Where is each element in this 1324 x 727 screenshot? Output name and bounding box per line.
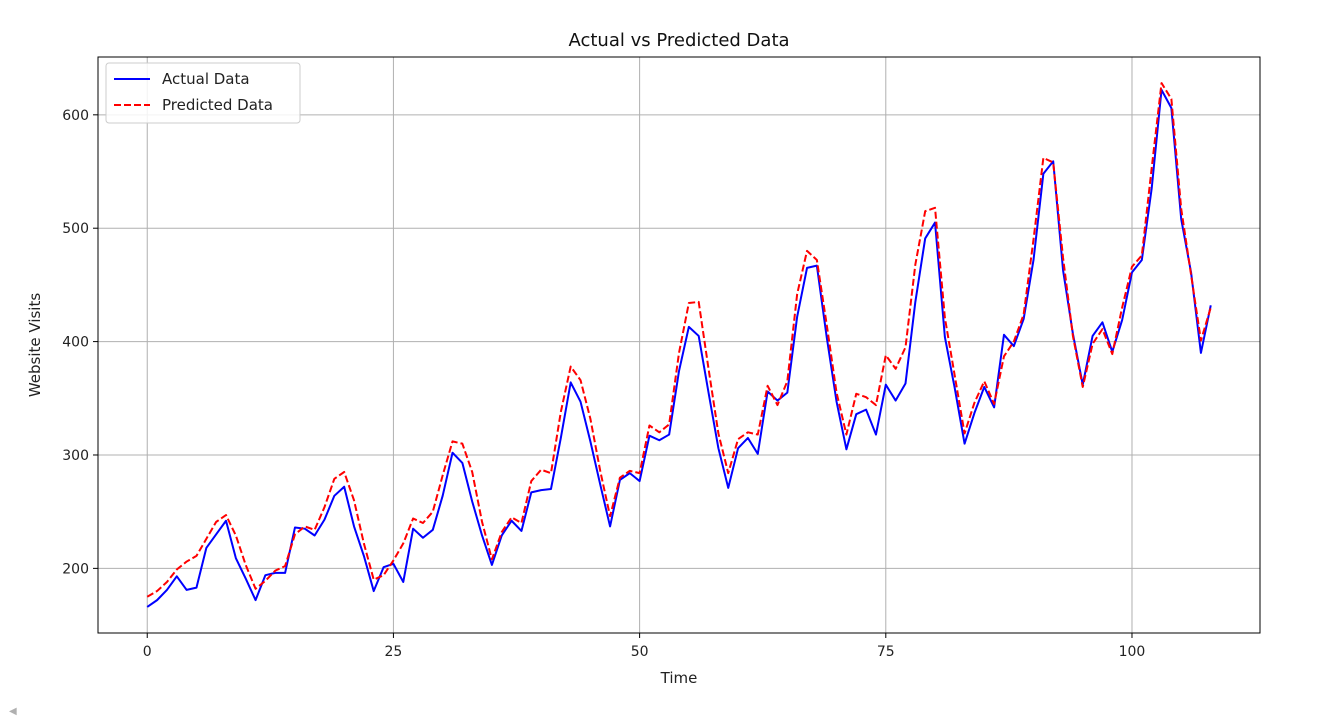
legend-label-actual: Actual Data <box>162 70 250 88</box>
chart-title: Actual vs Predicted Data <box>568 30 789 51</box>
x-tick-label: 100 <box>1119 644 1146 660</box>
legend-box <box>105 62 301 124</box>
series-lines <box>146 82 1212 608</box>
plot-frame <box>97 56 1261 634</box>
x-tick-label: 75 <box>877 644 895 660</box>
y-tick-label: 500 <box>62 221 89 237</box>
legend-label-predicted: Predicted Data <box>162 96 273 114</box>
y-tick-label: 600 <box>62 108 89 124</box>
series-line-predicted-data <box>146 82 1212 598</box>
legend: Actual Data Predicted Data <box>105 62 301 124</box>
x-tick-label: 0 <box>143 644 152 660</box>
y-tick-label: 300 <box>62 448 89 464</box>
grid <box>98 57 1260 633</box>
y-axis-label: Website Visits <box>26 293 44 398</box>
x-axis-label: Time <box>660 669 698 687</box>
ticks: 0 25 50 75 100 200 300 400 500 600 <box>62 108 1145 660</box>
scroll-left-arrow-icon[interactable]: ◀ <box>9 706 17 717</box>
series-line-actual-data <box>146 88 1212 608</box>
x-tick-label: 25 <box>385 644 403 660</box>
y-tick-label: 400 <box>62 335 89 351</box>
x-tick-label: 50 <box>631 644 649 660</box>
y-tick-label: 200 <box>62 561 89 577</box>
